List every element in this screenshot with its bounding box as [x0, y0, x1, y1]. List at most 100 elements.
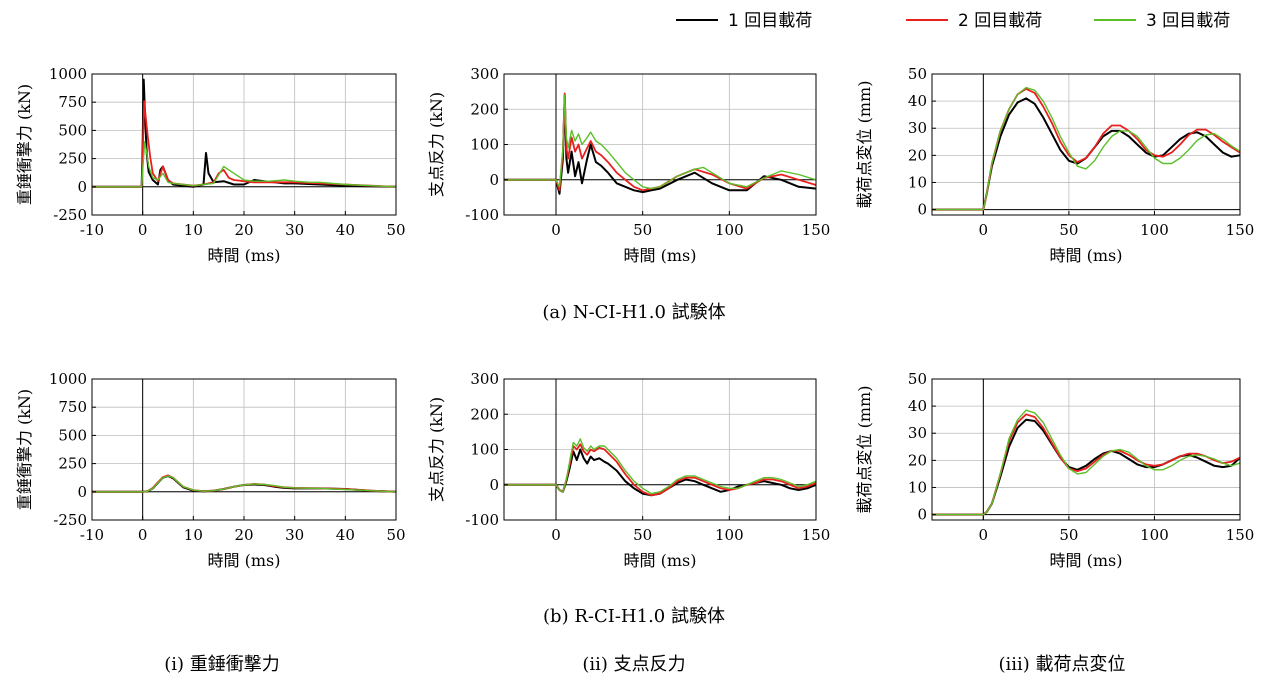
y-tick-label: 10 [908, 173, 927, 191]
plot-frame [931, 73, 1241, 216]
x-tick-label: 50 [386, 526, 405, 544]
y-tick-label: 500 [58, 121, 87, 139]
y-tick-label: 10 [908, 478, 927, 496]
y-tick-label: 0 [77, 178, 87, 196]
x-tick-label: 100 [1140, 526, 1169, 544]
x-tick-label: 30 [285, 526, 304, 544]
plot-frame [931, 378, 1241, 521]
y-tick-label: 300 [470, 65, 499, 83]
y-tick-label: 0 [489, 476, 499, 494]
y-tick-label: 100 [470, 441, 499, 459]
x-tick-label: 50 [1059, 221, 1078, 239]
y-tick-label: 750 [58, 398, 87, 416]
x-tick-label: 40 [336, 526, 355, 544]
x-tick-label: 0 [138, 221, 148, 239]
x-tick-label: -10 [80, 221, 104, 239]
x-tick-label: 20 [234, 526, 253, 544]
chart-a-iii: 0 50 100 150 0 10 20 30 40 50 時間 (ms) 載荷点変位 (mm) [855, 65, 1254, 265]
series-line-1 [504, 448, 817, 497]
chart-b-ii: 0 50 100 150 -100 0 100 200 300 時間 (ms) 支点反力 (kN) [427, 370, 830, 570]
x-tick-label: 40 [336, 221, 355, 239]
legend-label-1: 1 回目載荷 [728, 11, 812, 31]
column-caption-iii: (iii) 載荷点変位 [998, 654, 1125, 675]
row-caption-b: (b) R-CI-H1.0 試験体 [543, 606, 725, 627]
chart-b-i: -10 0 10 20 30 40 50 -250 0 250 500 750 1000 時間 (ms) 重… [15, 370, 406, 570]
y-tick-label: 0 [77, 483, 87, 501]
y-tick-label: 0 [917, 201, 927, 219]
y-tick-label: 100 [470, 136, 499, 154]
y-tick-label: 0 [489, 171, 499, 189]
y-tick-label: 1000 [49, 370, 87, 388]
y-tick-label: 20 [908, 146, 927, 164]
y-tick-label: 250 [58, 455, 87, 473]
column-caption-ii: (ii) 支点反力 [582, 654, 685, 675]
y-tick-label: -250 [53, 206, 87, 224]
y-tick-label: 0 [917, 506, 927, 524]
x-tick-label: 0 [551, 526, 561, 544]
y-tick-label: 40 [908, 397, 927, 415]
y-axis-label: 支点反力 (kN) [427, 397, 446, 502]
series-line-3 [504, 438, 817, 495]
x-axis-label: 時間 (ms) [1050, 246, 1123, 265]
x-tick-label: 10 [184, 526, 203, 544]
y-tick-label: 500 [58, 426, 87, 444]
y-tick-label: 200 [470, 405, 499, 423]
x-tick-label: 50 [633, 221, 652, 239]
series-line-1 [504, 94, 817, 195]
x-tick-label: 0 [138, 526, 148, 544]
y-axis-label: 載荷点変位 (mm) [855, 386, 874, 514]
x-tick-label: 0 [979, 221, 989, 239]
legend: 1 回目載荷 2 回目載荷 3 回目載荷 [676, 11, 1230, 31]
series-line-3 [92, 475, 397, 493]
x-tick-label: 50 [1059, 526, 1078, 544]
y-tick-label: 200 [470, 100, 499, 118]
x-tick-label: 0 [979, 526, 989, 544]
x-tick-label: -10 [80, 526, 104, 544]
x-tick-label: 0 [551, 221, 561, 239]
x-tick-label: 150 [1226, 221, 1255, 239]
row-caption-a: (a) N-CI-H1.0 試験体 [542, 302, 725, 323]
x-tick-label: 100 [1140, 221, 1169, 239]
chart-b-iii: 0 50 100 150 0 10 20 30 40 50 時間 (ms) 載荷点変位 (mm) [855, 370, 1254, 570]
x-tick-label: 150 [1226, 526, 1255, 544]
y-tick-label: 30 [908, 119, 927, 137]
y-tick-label: 300 [470, 370, 499, 388]
y-tick-label: -100 [465, 511, 499, 529]
column-caption-i: (i) 重錘衝撃力 [164, 654, 280, 675]
series-line-1 [932, 97, 1241, 211]
x-tick-label: 100 [715, 221, 744, 239]
x-axis-label: 時間 (ms) [624, 551, 697, 570]
y-tick-label: -100 [465, 206, 499, 224]
y-axis-label: 重錘衝撃力 (kN) [15, 84, 34, 205]
legend-label-3: 3 回目載荷 [1146, 11, 1230, 31]
y-tick-label: 250 [58, 150, 87, 168]
x-tick-label: 150 [802, 221, 831, 239]
y-axis-label: 重錘衝撃力 (kN) [15, 389, 34, 510]
x-axis-label: 時間 (ms) [624, 246, 697, 265]
x-tick-label: 150 [802, 526, 831, 544]
series-line-2 [504, 443, 817, 497]
y-tick-label: 30 [908, 424, 927, 442]
chart-a-i: -10 0 10 20 30 40 50 -250 0 250 500 750 1000 時間 (ms) 重… [15, 65, 406, 265]
series-line-2 [932, 88, 1241, 211]
x-tick-label: 50 [633, 526, 652, 544]
series-line-3 [932, 409, 1241, 516]
x-tick-label: 20 [234, 221, 253, 239]
y-tick-label: 50 [908, 370, 927, 388]
chart-a-ii: 0 50 100 150 -100 0 100 200 300 時間 (ms) 支点反力 (kN) [427, 65, 830, 265]
series-line-3 [92, 140, 397, 188]
legend-label-2: 2 回目載荷 [958, 11, 1042, 31]
y-axis-label: 支点反力 (kN) [427, 92, 446, 197]
series-line-2 [932, 413, 1241, 516]
y-tick-label: 40 [908, 92, 927, 110]
y-tick-label: -250 [53, 511, 87, 529]
x-tick-label: 100 [715, 526, 744, 544]
x-tick-label: 10 [184, 221, 203, 239]
series-line-3 [932, 86, 1241, 211]
y-tick-label: 1000 [49, 65, 87, 83]
x-tick-label: 50 [386, 221, 405, 239]
series-line-3 [504, 94, 817, 190]
y-tick-label: 750 [58, 93, 87, 111]
